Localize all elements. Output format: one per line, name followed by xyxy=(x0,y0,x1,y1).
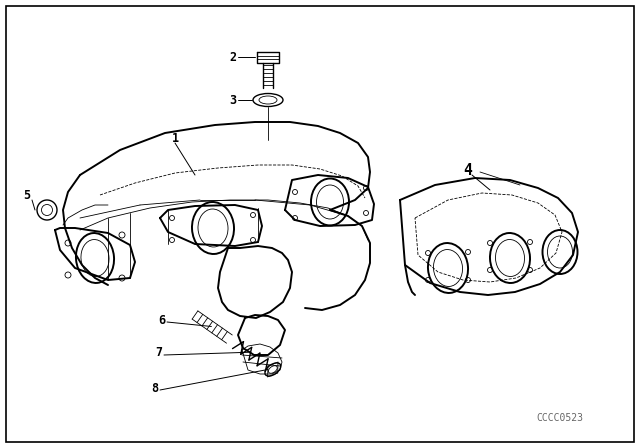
Text: 8: 8 xyxy=(151,382,158,395)
Text: 6: 6 xyxy=(158,314,165,327)
Text: 3: 3 xyxy=(229,94,236,107)
Text: 4: 4 xyxy=(463,163,472,177)
Text: 7: 7 xyxy=(155,346,162,359)
Text: 1: 1 xyxy=(172,132,179,145)
Text: 5: 5 xyxy=(23,189,30,202)
Text: 2: 2 xyxy=(229,51,236,64)
Text: CCCC0523: CCCC0523 xyxy=(536,413,584,423)
